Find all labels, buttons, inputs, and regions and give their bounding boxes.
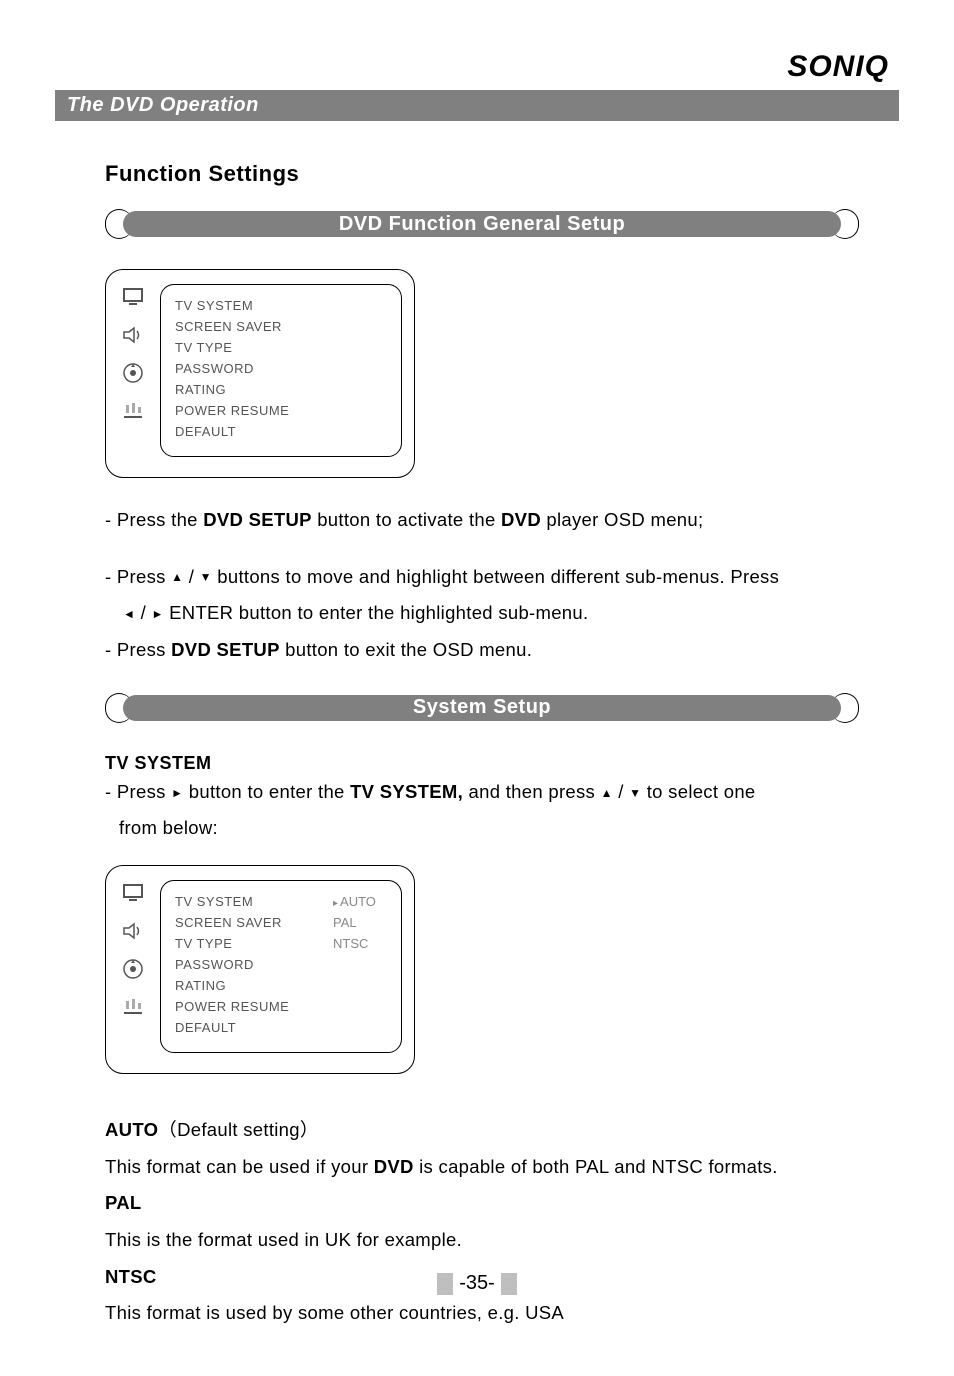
option-auto: AUTO — [333, 891, 391, 912]
monitor-icon — [120, 284, 146, 310]
text: button to exit the OSD menu. — [280, 639, 532, 660]
text: ENTER button to enter the highlighted su… — [164, 602, 589, 623]
right-arrow-icon — [171, 781, 183, 802]
text: - Press — [105, 781, 171, 802]
page-num-decor-left — [437, 1273, 453, 1295]
dolby-icon — [120, 956, 146, 982]
text: / — [135, 602, 151, 623]
menu-item: POWER RESUME — [175, 996, 319, 1017]
menu-item: DEFAULT — [175, 1017, 319, 1038]
text: - Press the — [105, 509, 203, 530]
text: - Press — [105, 639, 171, 660]
text: / — [183, 566, 199, 587]
chapter-header: The DVD Operation — [55, 90, 899, 121]
text: from below: — [105, 814, 859, 843]
page-content: Function Settings DVD Function General S… — [55, 121, 899, 1328]
menu-item: DEFAULT — [175, 421, 391, 442]
bold: DVD — [501, 509, 541, 530]
page-number-row: -35- — [0, 1272, 954, 1295]
up-arrow-icon — [171, 566, 183, 587]
tv-system-heading: TV SYSTEM — [105, 753, 859, 774]
text: buttons to move and highlight between di… — [212, 566, 779, 587]
menu-item: TV SYSTEM — [175, 891, 319, 912]
osd-menu-box-1: TV SYSTEM SCREEN SAVER TV TYPE PASSWORD … — [105, 269, 415, 478]
auto-heading: AUTO — [105, 1119, 158, 1140]
banner-dvd-function: DVD Function General Setup — [105, 209, 859, 239]
menu-item: PASSWORD — [175, 358, 391, 379]
menu-item: PASSWORD — [175, 954, 319, 975]
text: is capable of both PAL and NTSC formats. — [414, 1156, 778, 1177]
page-number: -35- — [459, 1272, 495, 1295]
menu-item: SCREEN SAVER — [175, 316, 391, 337]
osd-icon-column — [118, 284, 148, 457]
auto-note: （Default setting） — [158, 1119, 318, 1140]
menu-item: SCREEN SAVER — [175, 912, 319, 933]
text: button to activate the — [312, 509, 501, 530]
osd-options: AUTO PAL NTSC — [333, 891, 391, 1038]
text: player OSD menu; — [541, 509, 703, 530]
dolby-icon — [120, 360, 146, 386]
osd-menu-list: TV SYSTEM SCREEN SAVER TV TYPE PASSWORD … — [160, 880, 402, 1053]
text: to select one — [641, 781, 755, 802]
monitor-icon — [120, 880, 146, 906]
menu-item: RATING — [175, 975, 319, 996]
option-pal: PAL — [333, 912, 391, 933]
tv-system-instruction: - Press button to enter the TV SYSTEM, a… — [105, 778, 859, 843]
format-descriptions: AUTO（Default setting） This format can be… — [105, 1116, 859, 1328]
right-arrow-icon — [152, 602, 164, 623]
manual-page: SONIQ The DVD Operation Function Setting… — [0, 0, 954, 1376]
bold: DVD SETUP — [171, 639, 280, 660]
instruction-block-1: - Press the DVD SETUP button to activate… — [105, 506, 859, 665]
menu-item: TV SYSTEM — [175, 295, 391, 316]
menu-item: RATING — [175, 379, 391, 400]
menu-item: TV TYPE — [175, 337, 391, 358]
page-num-decor-right — [501, 1273, 517, 1295]
ntsc-line: This format is used by some other countr… — [105, 1299, 859, 1328]
osd-menu-list: TV SYSTEM SCREEN SAVER TV TYPE PASSWORD … — [160, 284, 402, 457]
speaker-icon — [120, 918, 146, 944]
osd-icon-column — [118, 880, 148, 1053]
equalizer-icon — [120, 398, 146, 424]
brand-logo: SONIQ — [55, 50, 899, 84]
menu-item: TV TYPE — [175, 933, 319, 954]
banner-system-setup: System Setup — [105, 693, 859, 723]
bold: DVD SETUP — [203, 509, 312, 530]
down-arrow-icon — [629, 781, 641, 802]
option-ntsc: NTSC — [333, 933, 391, 954]
text: This format can be used if your — [105, 1156, 374, 1177]
banner-label: System Setup — [123, 695, 841, 721]
pal-heading: PAL — [105, 1192, 142, 1213]
text: - Press — [105, 566, 171, 587]
pal-line: This is the format used in UK for exampl… — [105, 1226, 859, 1255]
left-arrow-icon — [123, 602, 135, 623]
down-arrow-icon — [200, 566, 212, 587]
bold: TV SYSTEM, — [350, 781, 463, 802]
equalizer-icon — [120, 994, 146, 1020]
speaker-icon — [120, 322, 146, 348]
menu-item: POWER RESUME — [175, 400, 391, 421]
text: button to enter the — [183, 781, 350, 802]
bold: DVD — [374, 1156, 414, 1177]
section-title: Function Settings — [105, 161, 859, 187]
up-arrow-icon — [601, 781, 613, 802]
banner-label: DVD Function General Setup — [123, 211, 841, 237]
text: / — [613, 781, 629, 802]
osd-menu-box-2: TV SYSTEM SCREEN SAVER TV TYPE PASSWORD … — [105, 865, 415, 1074]
text: and then press — [463, 781, 600, 802]
